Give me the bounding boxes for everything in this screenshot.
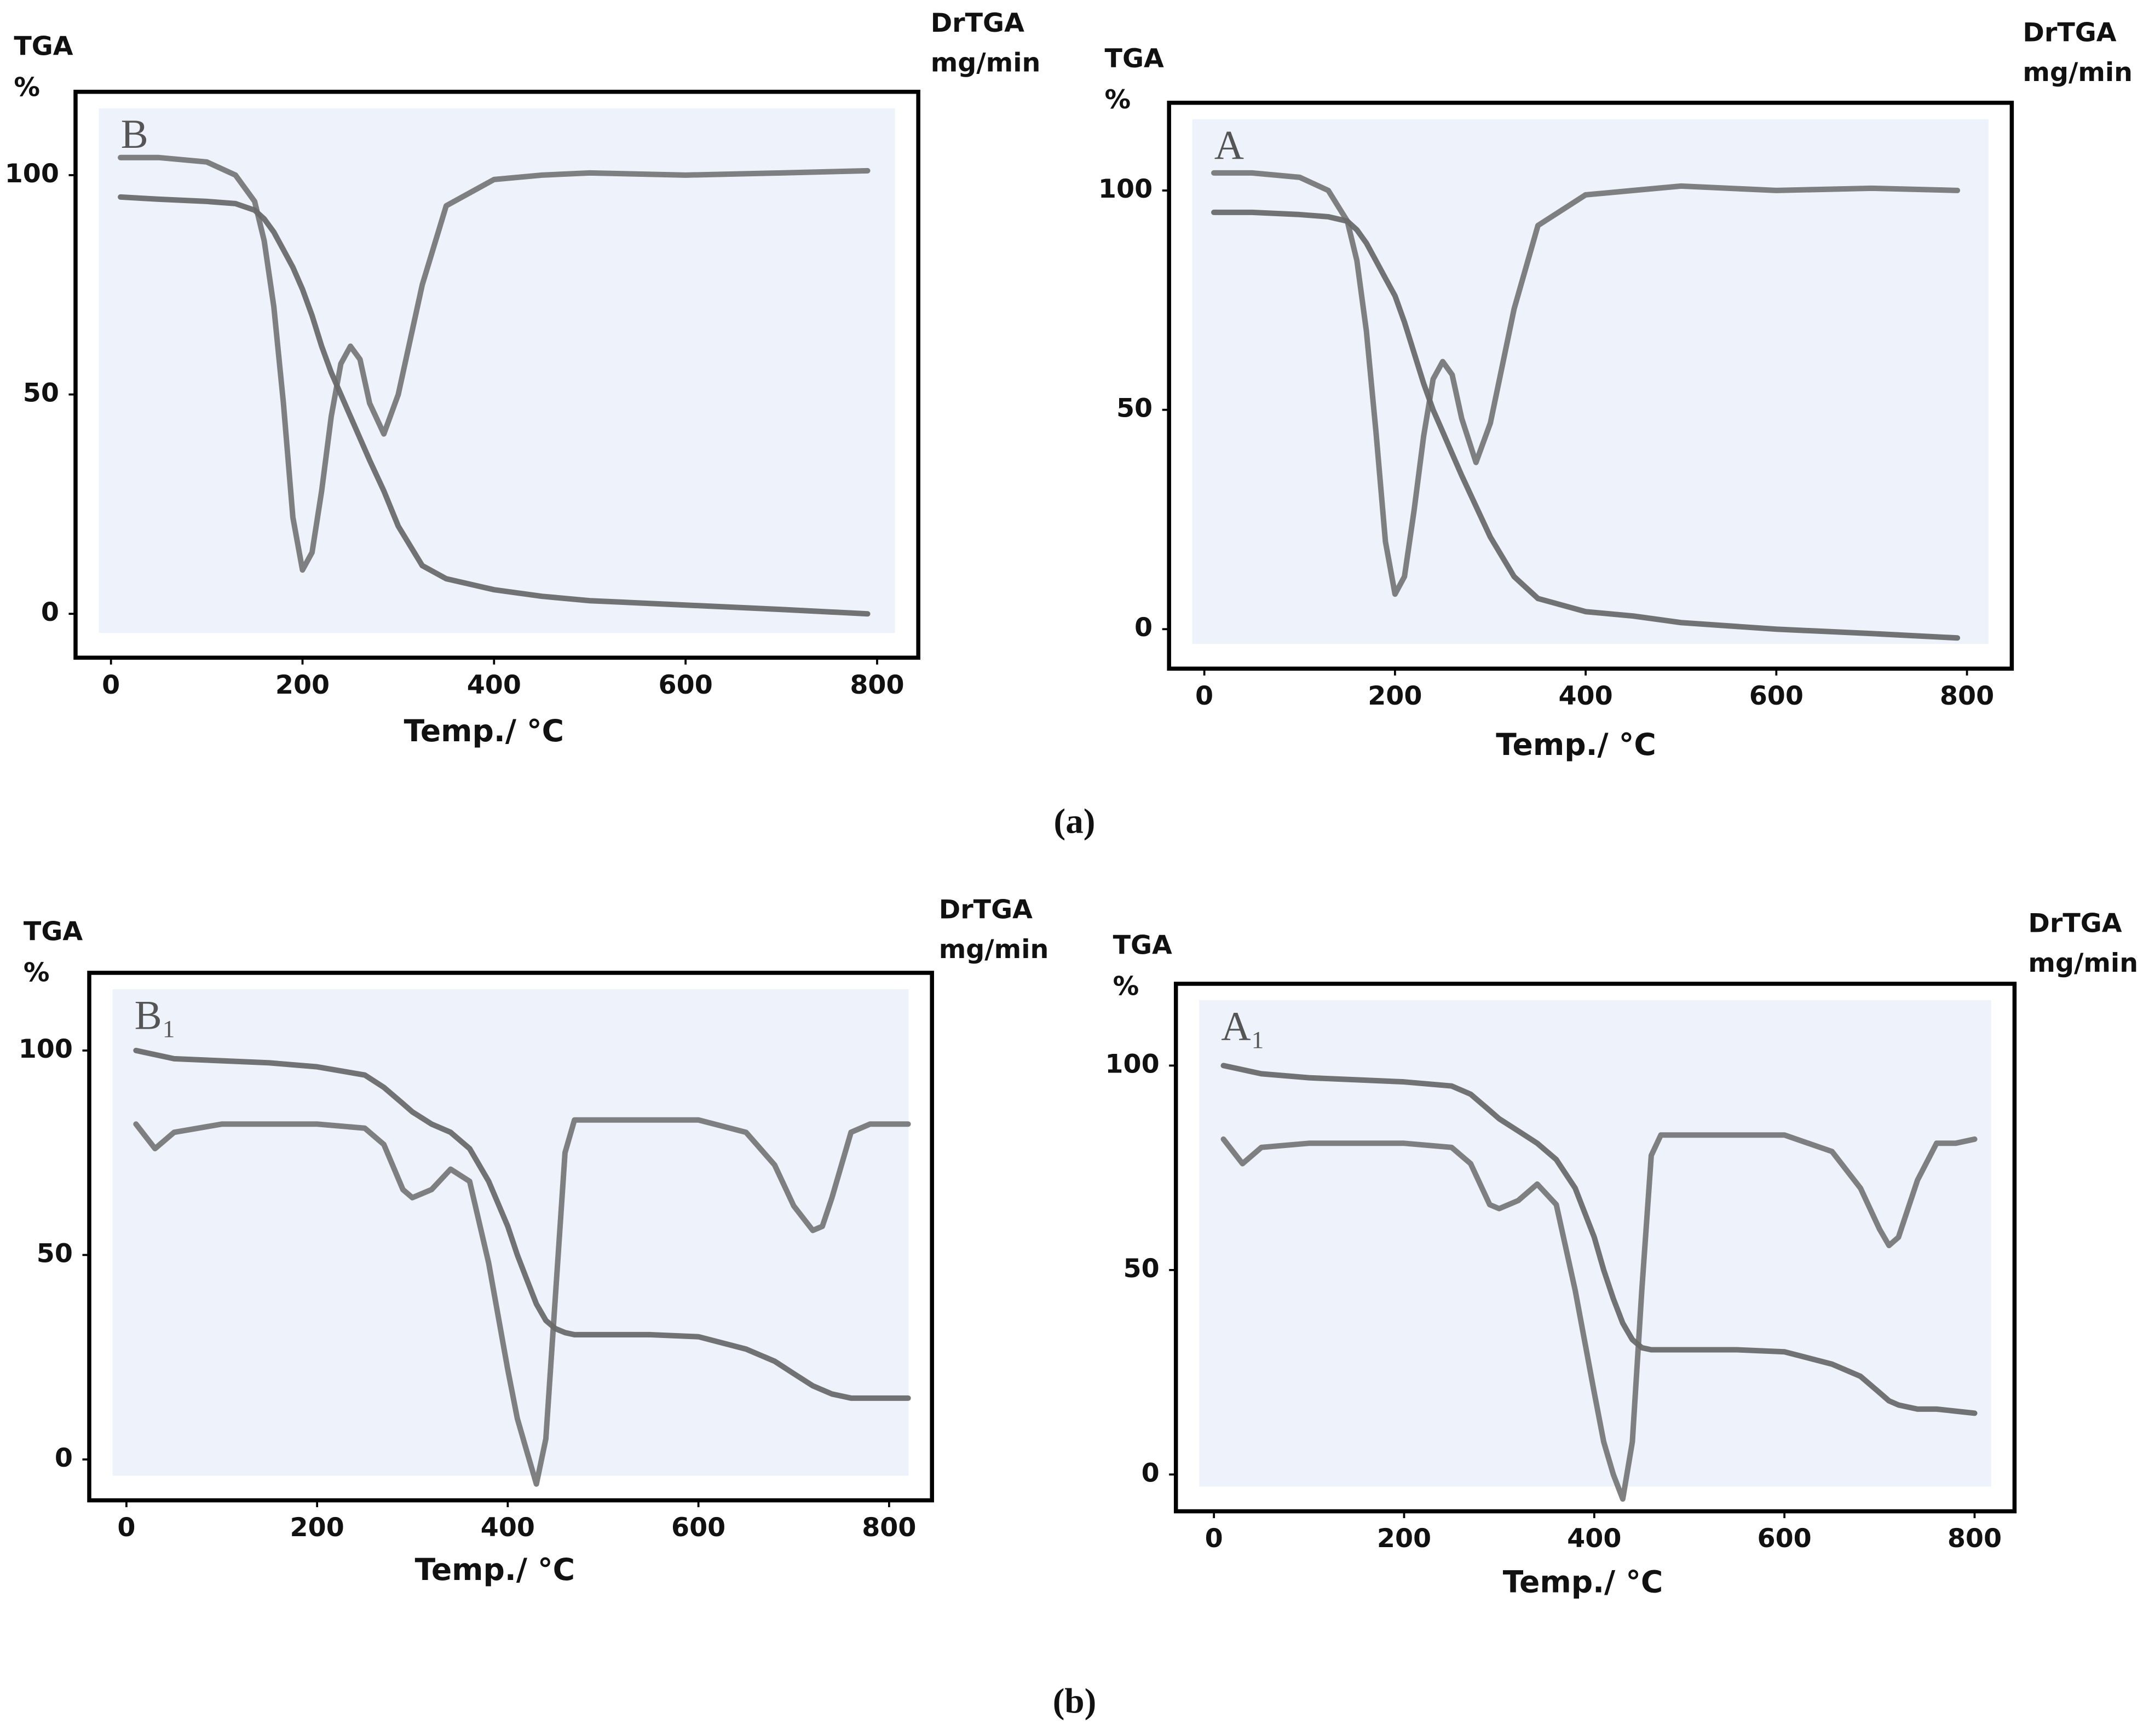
x-tick-label: 400 (481, 1513, 535, 1543)
frame (1167, 100, 2014, 671)
curve (1220, 1063, 1978, 1416)
curve (1211, 170, 1961, 597)
x-axis-label: Temp./ °C (1503, 1564, 1663, 1599)
curve (118, 154, 871, 573)
panel-label: A (1214, 123, 1244, 168)
y-axis-label: TGA (24, 916, 83, 947)
x-tick-label: 600 (671, 1513, 725, 1543)
y2-axis-label: mg/min (2028, 948, 2138, 978)
y-tick-label: 0 (1142, 1458, 1160, 1488)
y2-axis-label: mg/min (939, 935, 1049, 965)
y-tick-label: 50 (23, 378, 59, 408)
x-axis-label: Temp./ °C (1496, 727, 1656, 762)
y2-axis-label: mg/min (931, 48, 1041, 78)
x-tick-label: 0 (1205, 1524, 1223, 1554)
curve (133, 1047, 911, 1401)
x-tick-label: 600 (1758, 1524, 1812, 1554)
x-axis-label: Temp./ °C (415, 1552, 575, 1587)
y2-axis-label: DrTGA (2023, 18, 2116, 48)
y-tick-label: 0 (1134, 613, 1153, 643)
y-axis-label: % (24, 958, 50, 988)
x-tick-label: 600 (1749, 681, 1804, 711)
y-axis-label: TGA (1113, 930, 1172, 960)
x-tick-label: 0 (1195, 681, 1213, 711)
y-axis-label: % (14, 73, 40, 103)
panel-label: B₁ (135, 993, 176, 1038)
frame (87, 971, 934, 1503)
x-tick-label: 800 (1940, 681, 1994, 711)
x-axis-label: Temp./ °C (404, 713, 564, 748)
x-tick-label: 200 (275, 670, 330, 700)
curve (133, 1117, 911, 1487)
x-tick-label: 0 (117, 1513, 135, 1543)
y-tick-label: 100 (5, 159, 59, 189)
x-tick-label: 800 (850, 670, 904, 700)
y-tick-label: 50 (1116, 394, 1153, 424)
y-tick-label: 100 (19, 1034, 73, 1064)
x-tick-label: 200 (1368, 681, 1422, 711)
y-axis-label: TGA (14, 32, 73, 62)
caption: (a) (1054, 802, 1096, 841)
caption: (b) (1053, 1681, 1097, 1721)
x-tick-label: 400 (1558, 681, 1612, 711)
x-tick-label: 200 (290, 1513, 344, 1543)
frame (73, 89, 920, 660)
y-axis-label: % (1113, 971, 1139, 1001)
y2-axis-label: DrTGA (2028, 908, 2122, 938)
x-tick-label: 200 (1377, 1524, 1431, 1554)
x-tick-label: 800 (862, 1513, 916, 1543)
y-axis-label: TGA (1105, 44, 1164, 74)
panel-label: B (121, 112, 148, 157)
y-tick-label: 100 (1098, 174, 1153, 204)
y-tick-label: 100 (1105, 1049, 1159, 1079)
x-tick-label: 600 (659, 670, 713, 700)
y-axis-label: % (1105, 85, 1131, 115)
y2-axis-label: DrTGA (931, 8, 1024, 38)
y-tick-label: 50 (37, 1238, 73, 1268)
x-tick-label: 400 (1567, 1524, 1621, 1554)
curve (1220, 1132, 1978, 1502)
plot-area (99, 108, 895, 633)
panel-label: A₁ (1221, 1003, 1265, 1049)
y-tick-label: 0 (55, 1443, 73, 1473)
x-tick-label: 400 (467, 670, 521, 700)
y-tick-label: 50 (1123, 1254, 1159, 1284)
x-tick-label: 0 (102, 670, 120, 700)
y2-axis-label: DrTGA (939, 895, 1033, 925)
y2-axis-label: mg/min (2023, 57, 2133, 88)
x-tick-label: 800 (1948, 1524, 2002, 1554)
plot-area (1192, 119, 1989, 644)
y-tick-label: 0 (41, 597, 59, 627)
